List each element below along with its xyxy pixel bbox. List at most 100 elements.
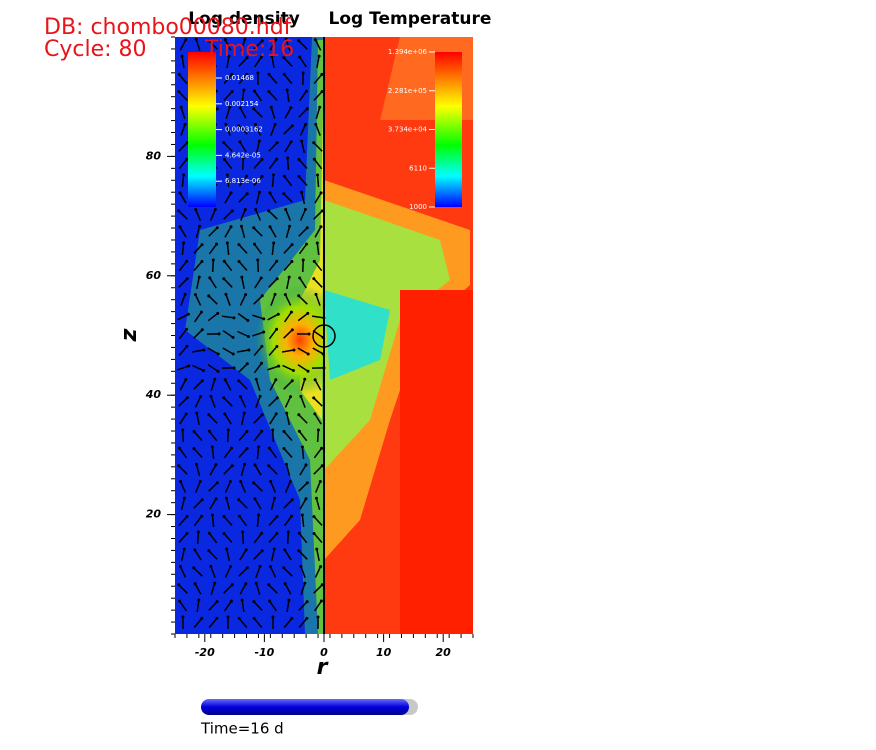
arrow-head [238, 140, 241, 143]
arrow-head [222, 515, 225, 518]
arrow-head [238, 617, 241, 620]
arrow-head [312, 277, 315, 280]
arrow-head [302, 72, 305, 75]
arrow-head [313, 158, 316, 161]
arrow-head [274, 378, 277, 381]
arrow-head [202, 348, 205, 351]
slider-fill [201, 699, 409, 715]
arrow-head [297, 294, 300, 297]
arrow-head [247, 348, 250, 351]
arrow-head [298, 430, 301, 433]
arrow-head [187, 365, 190, 368]
arrow-head [192, 566, 195, 569]
arrow-head [208, 430, 211, 433]
arrow-head [179, 565, 182, 568]
temperature-colorbar-label: 1000 [409, 203, 427, 211]
arrow-head [273, 497, 276, 500]
arrow-head [212, 259, 215, 262]
arrow-head [230, 447, 233, 450]
arrow-head [298, 158, 301, 161]
arrow-head [186, 515, 189, 518]
arrow-head [304, 123, 307, 126]
arrow-head [216, 312, 219, 315]
arrow-head [299, 565, 302, 568]
arrow-head [291, 243, 294, 246]
arrow-head [275, 328, 278, 331]
arrow-head [222, 396, 225, 399]
density-colorbar [188, 52, 216, 207]
arrow-head [274, 123, 277, 126]
arrow-head [305, 90, 308, 93]
arrow-head [180, 106, 183, 109]
arrow-head [316, 174, 319, 177]
arrow-head [194, 293, 197, 296]
arrow-head [241, 531, 244, 534]
arrow-head [245, 548, 248, 551]
arrow-head [216, 107, 219, 110]
arrow-head [274, 293, 277, 296]
arrow-head [286, 157, 289, 160]
arrow-head [269, 480, 272, 483]
arrow-head [253, 463, 256, 466]
arrow-head [255, 378, 258, 381]
arrow-head [183, 548, 186, 551]
arrow-head [217, 352, 220, 355]
arrow-head [242, 89, 245, 92]
arrow-head [178, 191, 181, 194]
arrow-head [244, 293, 247, 296]
arrow-head [290, 515, 293, 518]
arrow-head [291, 328, 294, 331]
arrow-head [177, 90, 180, 93]
arrow [243, 158, 244, 170]
arrow-head [223, 260, 226, 263]
arrow-head [246, 192, 249, 195]
arrow-head [304, 208, 307, 211]
density-colorbar-label: 6.813e-06 [225, 177, 261, 185]
arrow-head [216, 600, 219, 603]
x-tick-label: 0 [320, 646, 328, 659]
arrow-head [181, 616, 184, 619]
arrow-head [209, 395, 212, 398]
arrow-head [199, 395, 202, 398]
arrow-head [185, 328, 188, 331]
temperature-colorbar-label: 2.281e+05 [388, 87, 427, 95]
temperature-title: Log Temperature [329, 9, 492, 29]
time-label: Time:16 [204, 37, 294, 62]
arrow-head [262, 317, 265, 320]
arrow-head [300, 191, 303, 194]
arrow-head [285, 412, 288, 415]
arrow-head [195, 412, 198, 415]
arrow-head [260, 158, 263, 161]
arrow-head [178, 225, 181, 228]
arrow-head [224, 378, 227, 381]
arrow-head [177, 464, 180, 467]
arrow-head [260, 345, 263, 348]
arrow-head [320, 191, 323, 194]
arrow-head [275, 412, 278, 415]
arrow-head [232, 316, 235, 319]
arrow-head [178, 600, 181, 603]
arrow-head [275, 345, 278, 348]
arrow [258, 260, 259, 272]
arrow-head [297, 39, 300, 42]
arrow-head [314, 293, 317, 296]
arrow-head [289, 106, 292, 109]
arrow-head [267, 464, 270, 467]
arrow-head [211, 514, 214, 517]
y-tick-label: 20 [146, 508, 162, 521]
arrow-head [267, 583, 270, 586]
arrow-head [198, 225, 201, 228]
y-tick-label: 60 [146, 269, 162, 282]
arrow-head [225, 497, 228, 500]
arrow-head [207, 549, 210, 552]
arrow-head [276, 515, 279, 518]
arrow-head [285, 463, 288, 466]
arrow-head [200, 515, 203, 518]
arrow-head [254, 208, 257, 211]
arrow-head [259, 395, 262, 398]
arrow-head [185, 345, 188, 348]
arrow-head [276, 141, 279, 144]
arrow-head [258, 140, 261, 143]
arrow-head [244, 208, 247, 211]
